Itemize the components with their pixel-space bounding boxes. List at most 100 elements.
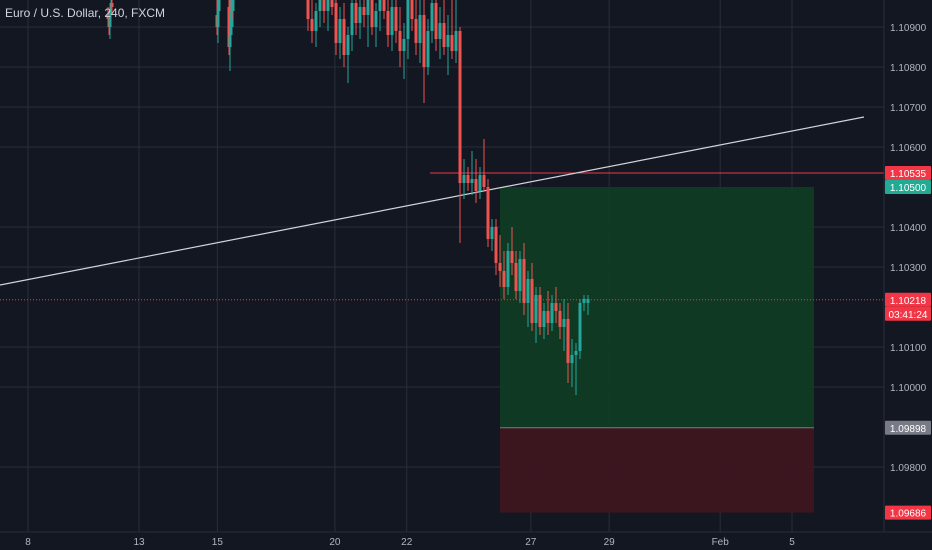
- candle-body: [406, 0, 410, 39]
- candle-body: [217, 0, 221, 12]
- candle-body: [514, 263, 518, 291]
- candle-body: [229, 0, 233, 35]
- trendline: [0, 116, 865, 286]
- candle-body: [502, 271, 506, 287]
- y-tick-label: 1.10800: [890, 63, 927, 74]
- candle-body: [366, 0, 370, 16]
- candle-body: [394, 7, 398, 31]
- candle-body: [350, 3, 354, 35]
- price-tag-box: [885, 505, 931, 520]
- price-tag-box: [885, 166, 931, 180]
- price-tag-label: 1.10218: [890, 296, 927, 307]
- candle-body: [478, 175, 482, 191]
- candle-body: [330, 0, 334, 7]
- candle-body: [338, 19, 342, 43]
- candle-body: [228, 35, 232, 47]
- candle-body: [314, 11, 318, 31]
- candle-body: [482, 175, 486, 187]
- candle-body: [470, 179, 474, 183]
- candle-body: [450, 35, 454, 51]
- x-tick-label: 8: [25, 537, 31, 548]
- y-tick-label: 1.10900: [890, 23, 927, 34]
- candle-body: [498, 263, 502, 271]
- price-tag-label: 1.09686: [890, 509, 927, 520]
- candle-body: [402, 39, 406, 51]
- symbol-title: Euro / U.S. Dollar, 240, FXCM: [5, 6, 166, 20]
- candle-body: [518, 259, 522, 291]
- candle-body: [486, 187, 490, 239]
- candle-body: [494, 227, 498, 263]
- candle-body: [426, 31, 430, 67]
- candle-body: [586, 299, 590, 303]
- candle-body: [554, 303, 558, 311]
- candle-body: [422, 15, 426, 67]
- price-tag-box: [885, 180, 931, 194]
- candle-body: [574, 351, 578, 355]
- candle-body: [346, 35, 350, 55]
- y-tick-label: 1.10400: [890, 223, 927, 234]
- loss-zone: [500, 427, 814, 513]
- candle-body: [446, 35, 450, 47]
- x-tick-label: 29: [604, 537, 616, 548]
- candle-body: [108, 11, 112, 27]
- candle-body: [454, 31, 458, 51]
- candle-body: [534, 295, 538, 323]
- candle-body: [358, 7, 362, 23]
- profit-zone: [500, 187, 814, 428]
- candle-body: [386, 11, 390, 35]
- candle-body: [474, 179, 478, 191]
- candle-body: [390, 7, 394, 35]
- price-tag-label: 1.10535: [890, 169, 927, 180]
- candle-body: [398, 31, 402, 51]
- candle-body: [462, 175, 466, 183]
- candle-body: [466, 175, 470, 183]
- position-zones: [500, 187, 814, 513]
- candle-body: [342, 19, 346, 55]
- candle-body: [414, 19, 418, 43]
- x-tick-label: 13: [133, 537, 145, 548]
- candle-body: [216, 11, 220, 27]
- candle-body: [442, 23, 446, 47]
- x-tick-label: 20: [329, 537, 341, 548]
- candle-body: [578, 303, 582, 351]
- candle-body: [538, 295, 542, 327]
- y-tick-label: 1.10300: [890, 263, 927, 274]
- candle-body: [310, 19, 314, 31]
- price-tag-label: 1.10500: [890, 183, 927, 194]
- candle-body: [566, 319, 570, 363]
- candle-body: [542, 311, 546, 327]
- candle-body: [530, 279, 534, 323]
- candle-body: [526, 279, 530, 303]
- x-tick-label: 27: [525, 537, 537, 548]
- candle-body: [318, 0, 322, 12]
- candle-body: [546, 311, 550, 323]
- countdown-label: 03:41:24: [889, 310, 928, 321]
- candle-body: [458, 31, 462, 183]
- candle-body: [510, 251, 514, 263]
- candle-body: [522, 259, 526, 303]
- candle-body: [418, 15, 422, 43]
- y-tick-label: 1.10000: [890, 383, 927, 394]
- y-tick-label: 1.10600: [890, 143, 927, 154]
- candle-body: [106, 15, 110, 19]
- candle-body: [322, 0, 326, 12]
- candle-body: [306, 0, 310, 19]
- candle-body: [410, 0, 414, 19]
- candle-body: [378, 0, 382, 11]
- candle-body: [558, 311, 562, 327]
- y-tick-label: 1.10700: [890, 103, 927, 114]
- candle-body: [570, 355, 574, 363]
- candle-body: [438, 23, 442, 39]
- candle-body: [231, 0, 235, 12]
- price-tag-box: [885, 292, 931, 307]
- candle-body: [334, 3, 338, 43]
- candle-body: [362, 7, 366, 15]
- candle-body: [227, 7, 231, 47]
- candle-body: [430, 3, 434, 31]
- candle-body: [370, 0, 374, 28]
- candle-body: [434, 3, 438, 39]
- x-tick-label: 15: [212, 537, 224, 548]
- candle-body: [562, 319, 566, 327]
